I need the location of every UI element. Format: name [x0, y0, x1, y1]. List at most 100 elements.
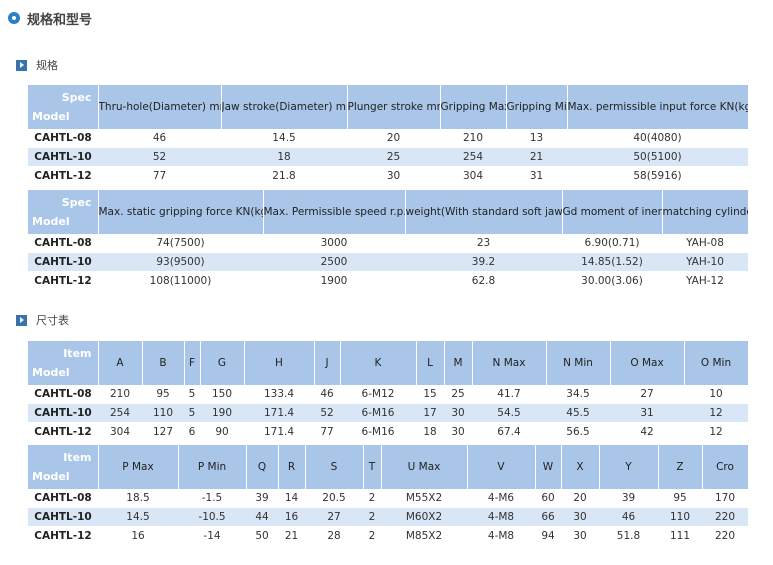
table-cell: 20: [347, 129, 440, 148]
corner-cell: Spec Model: [28, 190, 99, 234]
table-cell: 50: [246, 526, 278, 546]
table-cell: 41.7: [472, 385, 546, 404]
model-cell: CAHTL-08: [28, 129, 98, 148]
table-cell: 3000: [263, 234, 405, 253]
bullet-circle-icon: [8, 12, 20, 24]
table-cell: 34.5: [546, 385, 610, 404]
table-cell: 39.2: [405, 252, 562, 272]
table-cell: 220: [702, 507, 748, 527]
table-row: CAHTL-10 93(9500) 2500 39.2 14.85(1.52) …: [28, 252, 748, 272]
table-cell: 14: [278, 489, 305, 508]
table-cell: 54.5: [472, 403, 546, 423]
col-header: B: [142, 341, 185, 385]
table-cell: 46: [314, 385, 340, 404]
table-cell: 39: [246, 489, 278, 508]
table-cell: 30: [561, 507, 599, 527]
corner-cell: Item Model: [28, 341, 99, 385]
section-title-spec: 规格: [36, 59, 58, 72]
table-cell: 1900: [263, 271, 405, 291]
table-cell: 46: [599, 507, 658, 527]
model-cell: CAHTL-10: [28, 252, 98, 272]
col-header: Plunger stroke mm: [347, 85, 441, 129]
col-header: Max. permissible input force KN(kgf): [567, 85, 749, 129]
col-header: O Min: [684, 341, 749, 385]
col-header: G: [200, 341, 245, 385]
col-header: S: [305, 445, 364, 489]
spec-table-2: Spec Model Max. static gripping force KN…: [28, 190, 749, 291]
model-cell: CAHTL-08: [28, 489, 98, 508]
table-cell: 77: [314, 422, 340, 442]
table-cell: 45.5: [546, 403, 610, 423]
table-cell: 2: [363, 489, 381, 508]
table-row: CAHTL-12 77 21.8 30 304 31 58(5916): [28, 166, 748, 186]
table-cell: 44: [246, 507, 278, 527]
table-cell: -14: [178, 526, 246, 546]
table-row: CAHTL-12 304 127 6 90 171.4 77 6-M16 18 …: [28, 422, 748, 442]
section-title-dimensions: 尺寸表: [36, 314, 69, 327]
table-row: CAHTL-08 210 95 5 150 133.4 46 6-M12 15 …: [28, 385, 748, 404]
table-cell: 58(5916): [567, 166, 748, 186]
col-header: W: [535, 445, 562, 489]
table-cell: 42: [610, 422, 684, 442]
table-cell: 5: [184, 403, 200, 423]
corner-cell: Item Model: [28, 445, 99, 489]
col-header: L: [416, 341, 445, 385]
table-cell: 254: [98, 403, 142, 423]
table-cell: 171.4: [244, 422, 314, 442]
col-header: U Max: [381, 445, 468, 489]
table-cell: 110: [142, 403, 184, 423]
table-cell: 4-M8: [467, 526, 535, 546]
col-header: F: [184, 341, 201, 385]
spec-table-1: Spec Model Thru-hole(Diameter) mm Jaw st…: [28, 85, 749, 186]
table-row: CAHTL-08 46 14.5 20 210 13 40(4080): [28, 129, 748, 148]
col-header: K: [340, 341, 417, 385]
table-cell: 16: [98, 526, 178, 546]
table-cell: 30: [561, 526, 599, 546]
table-cell: 20.5: [305, 489, 363, 508]
col-header: weight(With standard soft jaws): [405, 190, 563, 234]
table-cell: 74(7500): [98, 234, 263, 253]
table-cell: 95: [658, 489, 702, 508]
table-cell: 16: [278, 507, 305, 527]
col-header: Cro: [702, 445, 749, 489]
dim-table-2: Item Model P Max P Min Q R S T U Max V W…: [28, 445, 749, 546]
col-header: Gripping Max: [440, 85, 507, 129]
table-cell: 170: [702, 489, 748, 508]
table-cell: 210: [98, 385, 142, 404]
table-cell: 31: [610, 403, 684, 423]
table-cell: 14.5: [221, 129, 347, 148]
table-cell: 90: [200, 422, 244, 442]
table-row: CAHTL-12 16 -14 50 21 28 2 M85X2 4-M8 94…: [28, 526, 748, 546]
table-cell: 210: [440, 129, 506, 148]
table-cell: 10: [684, 385, 748, 404]
table-cell: 111: [658, 526, 702, 546]
table-cell: 60: [535, 489, 561, 508]
table-cell: -10.5: [178, 507, 246, 527]
table-cell: 304: [440, 166, 506, 186]
table-cell: 95: [142, 385, 184, 404]
col-header: Z: [658, 445, 703, 489]
table-cell: 127: [142, 422, 184, 442]
table-cell: 6-M16: [340, 422, 416, 442]
table-row: CAHTL-08 18.5 -1.5 39 14 20.5 2 M55X2 4-…: [28, 489, 748, 508]
table-cell: 12: [684, 403, 748, 423]
table-cell: 30: [347, 166, 440, 186]
table-cell: 6: [184, 422, 200, 442]
col-header: Gd moment of inertia: [562, 190, 663, 234]
arrow-right-icon: [16, 314, 27, 326]
col-header: A: [98, 341, 143, 385]
table-cell: 2: [363, 526, 381, 546]
table-cell: 6-M12: [340, 385, 416, 404]
table-cell: M60X2: [381, 507, 467, 527]
col-header: Q: [246, 445, 279, 489]
col-header: V: [467, 445, 536, 489]
section-header-dimensions: 尺寸表: [16, 312, 69, 328]
table-cell: 30.00(3.06): [562, 271, 662, 291]
col-header: Max. Permissible speed r.p.m: [263, 190, 406, 234]
table-row: CAHTL-08 74(7500) 3000 23 6.90(0.71) YAH…: [28, 234, 748, 253]
table-cell: M85X2: [381, 526, 467, 546]
table-cell: 52: [98, 147, 221, 167]
section-header-spec: 规格: [16, 57, 58, 73]
table-cell: 108(11000): [98, 271, 263, 291]
table-cell: 66: [535, 507, 561, 527]
